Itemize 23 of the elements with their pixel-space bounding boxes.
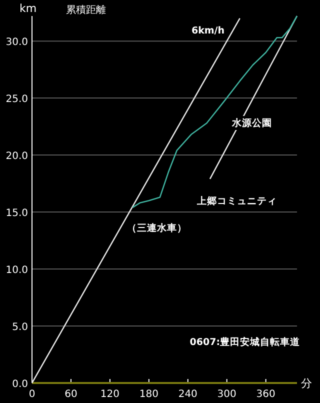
y-tick-label: 20.0 [6, 151, 28, 162]
chart-title: 累積距離 [66, 4, 106, 16]
y-tick-label: 5.0 [12, 322, 28, 334]
y-tick-label: 0.0 [12, 379, 28, 390]
annotation: 上郷コミュニティ [196, 195, 277, 207]
line-series [132, 15, 298, 208]
y-tick-label: 25.0 [6, 94, 28, 106]
x-axis-title: 分 [301, 377, 312, 390]
x-tick-label: 60 [64, 389, 78, 400]
y-axis-title: km [19, 2, 37, 15]
x-tick-label: 360 [256, 389, 276, 400]
x-tick-label: 240 [178, 389, 198, 400]
annotation: 6km/h [191, 26, 225, 37]
x-tick-label: 0 [28, 389, 36, 400]
x-tick-label: 120 [100, 389, 120, 400]
annotation: 水源公園 [231, 117, 272, 129]
annotation: （三連水車） [127, 222, 187, 234]
y-tick-label: 30.0 [6, 37, 28, 48]
x-tick-label: 180 [139, 389, 158, 400]
annotation: 0607:豊田安城自転車道 [190, 336, 300, 348]
y-tick-label: 10.0 [6, 265, 28, 276]
y-tick-label: 15.0 [6, 208, 28, 220]
x-tick-label: 300 [217, 389, 236, 400]
